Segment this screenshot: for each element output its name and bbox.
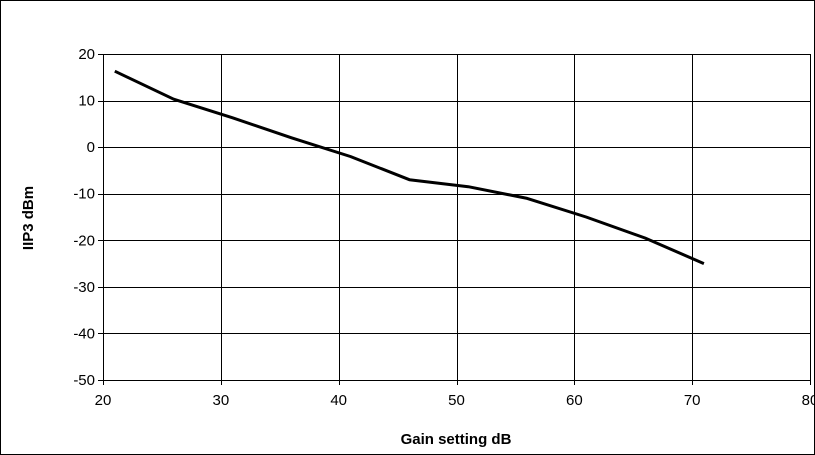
y-tick-label: -50: [73, 372, 95, 389]
y-axis-title: IIP3 dBm: [20, 186, 37, 250]
y-tick-label: 20: [78, 46, 95, 63]
y-tick-label: -40: [73, 325, 95, 342]
y-tick-label: -10: [73, 186, 95, 203]
y-tick-label: 0: [87, 139, 95, 156]
x-tick-label: 30: [212, 392, 229, 409]
series-line: [114, 69, 705, 265]
y-tick-label: -20: [73, 232, 95, 249]
x-tick-label: 80: [802, 392, 815, 409]
x-tick-label: 20: [95, 392, 112, 409]
x-tick-label: 50: [448, 392, 465, 409]
y-tick-label: -30: [73, 279, 95, 296]
x-axis-title: Gain setting dB: [401, 431, 512, 448]
x-tick-label: 40: [330, 392, 347, 409]
y-tick-label: 10: [78, 93, 95, 110]
gridlines: [103, 54, 811, 380]
x-tick-label: 60: [566, 392, 583, 409]
series: [114, 69, 705, 265]
axes: [98, 54, 811, 385]
x-tick-label: 70: [684, 392, 701, 409]
